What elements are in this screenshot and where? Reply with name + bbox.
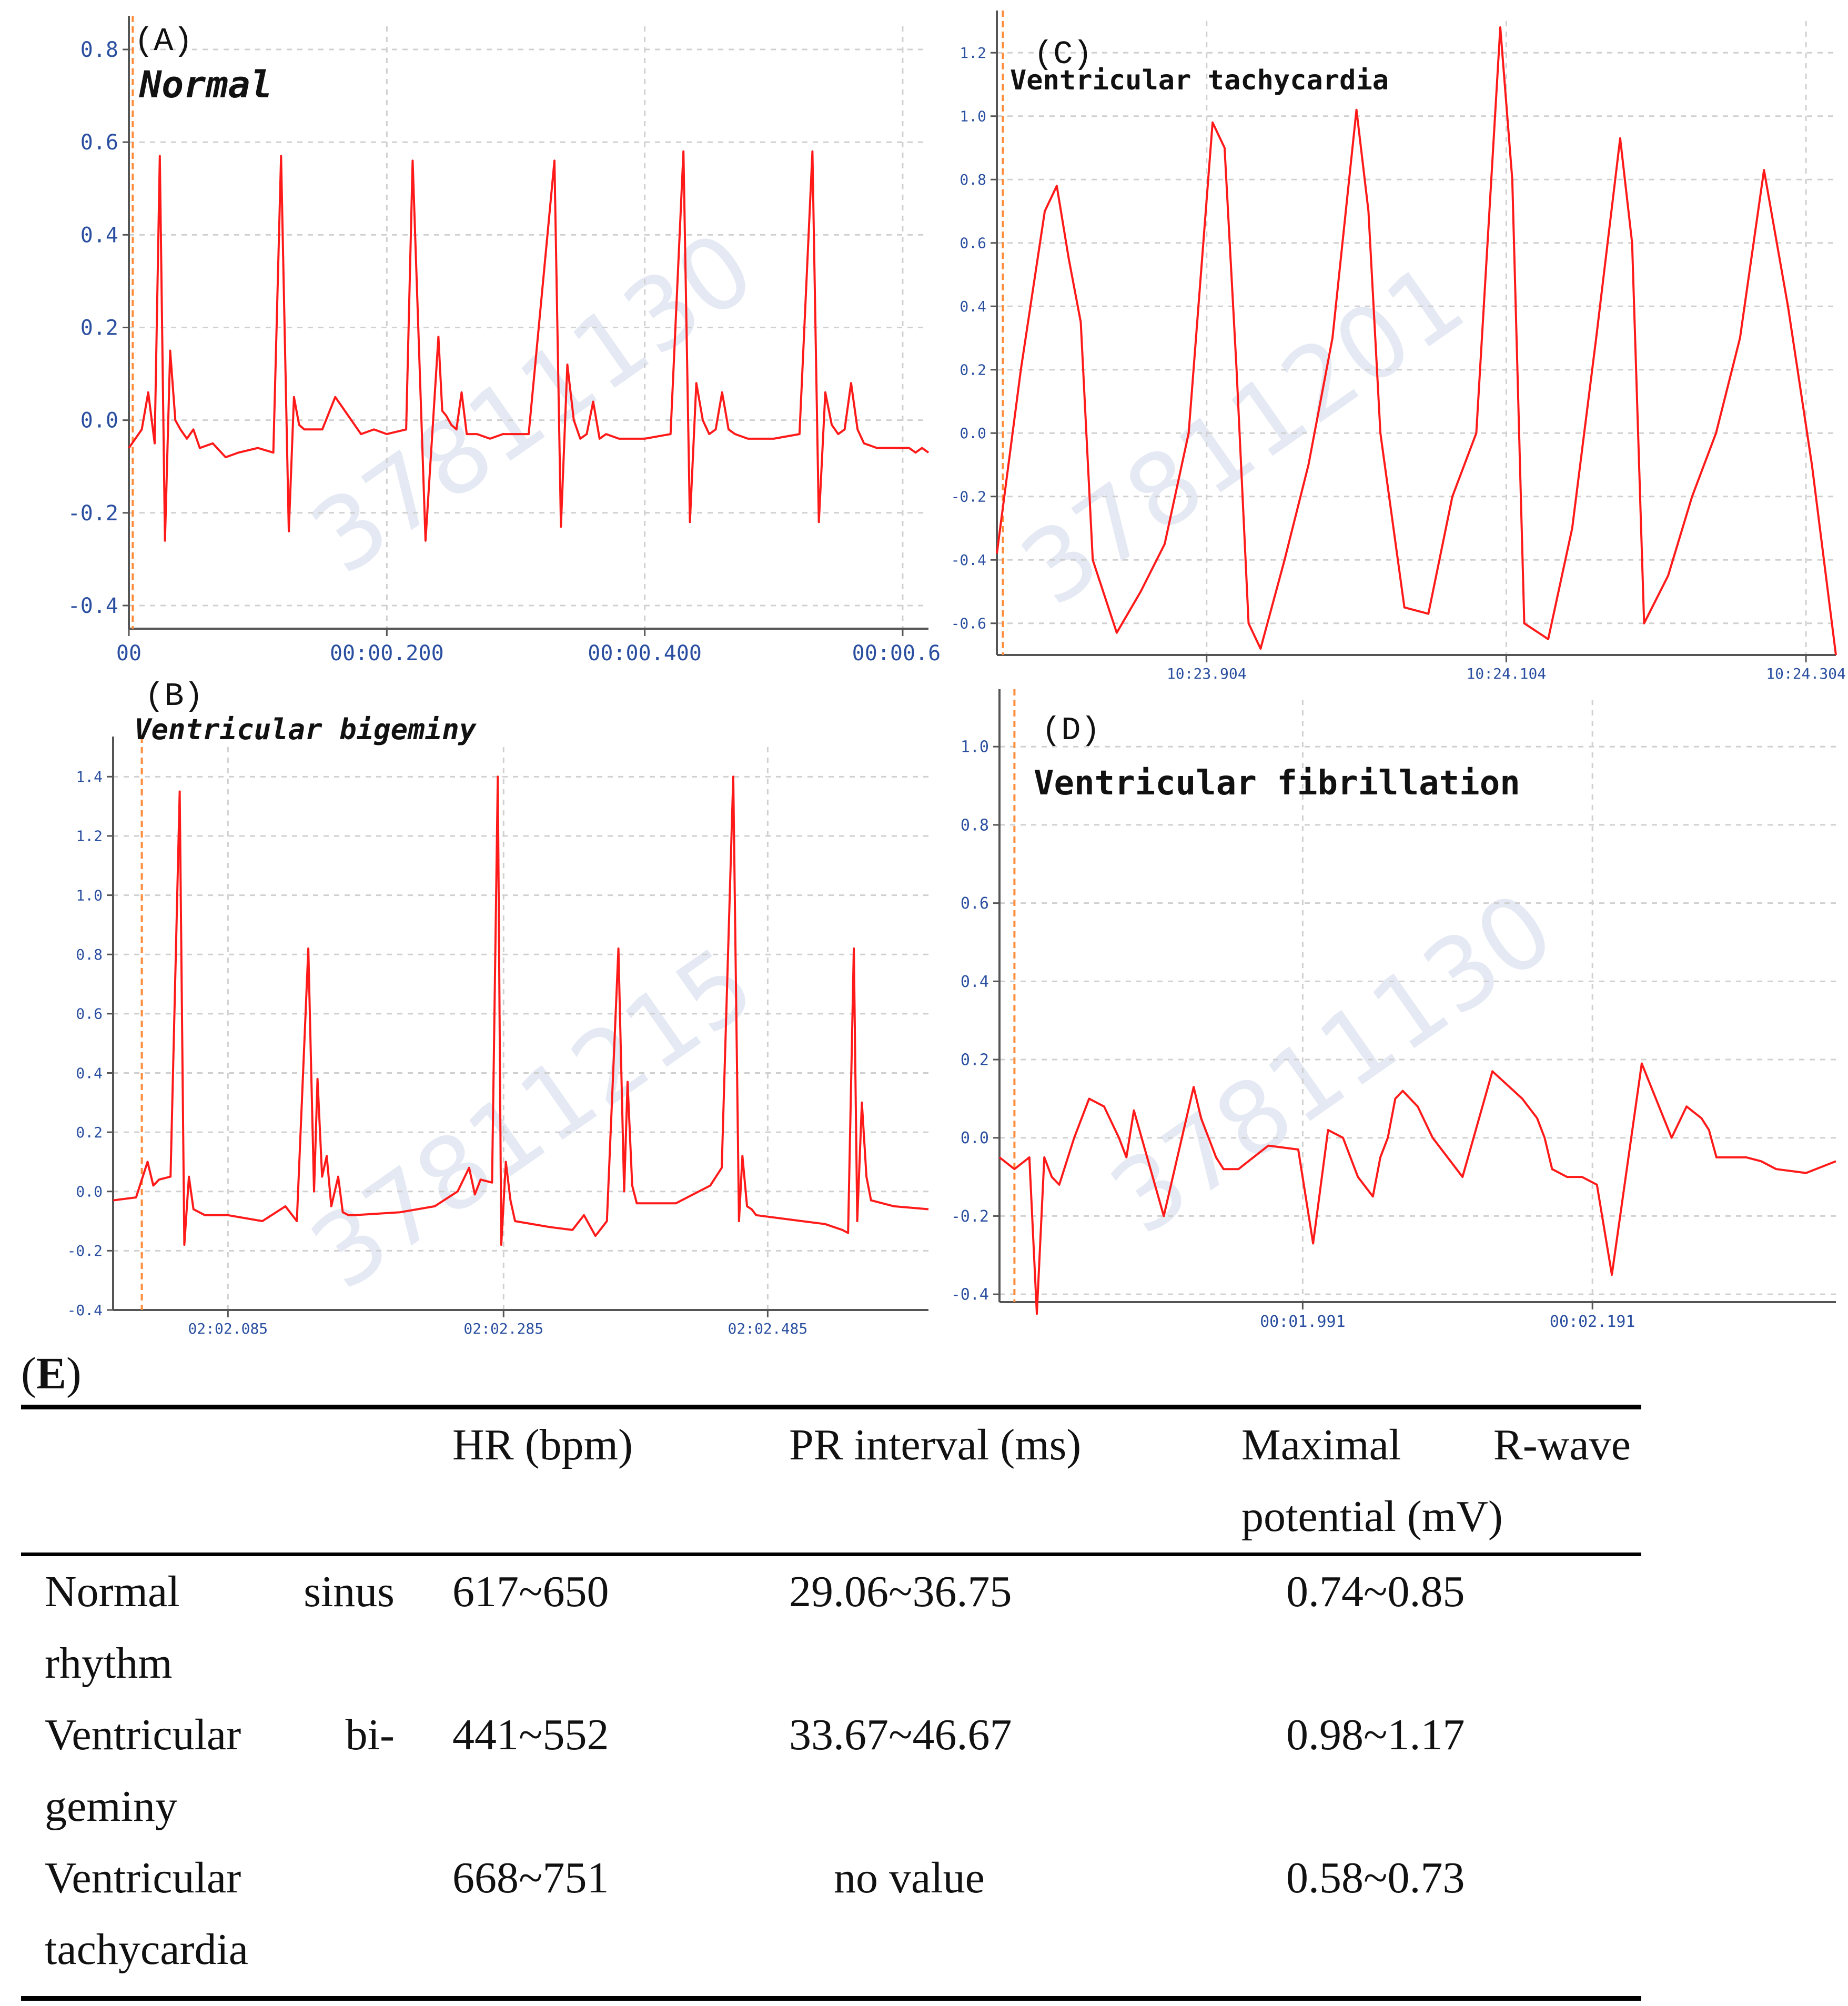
table-e-label-letter: E: [36, 1348, 67, 1398]
y-tick-label: 1.0: [960, 108, 986, 125]
y-tick-label: 0.0: [76, 1183, 103, 1201]
cell-r-wave: 0.58~0.73: [1286, 1853, 1465, 1902]
cell-r-wave: 0.74~0.85: [1286, 1567, 1465, 1616]
panel-title: Ventricular tachycardia: [1010, 65, 1389, 96]
ecg-trace-d: [998, 1062, 1836, 1315]
x-tick-label: 00:02.191: [1550, 1313, 1635, 1331]
chart-panel-c: 37811201 1.2 1.0 0.8 0.6 0.4 0.2 0.0 -0.2 -0.4 -0.…: [951, 11, 1846, 682]
header-cell-r-wave: Maximal R-wave potential (mV): [1241, 1420, 1631, 1541]
x-tick-label: 00:00.200: [330, 641, 444, 666]
row-label: Ventricular bi-geminy: [45, 1710, 395, 1831]
y-tick-label: 0.2: [80, 316, 118, 340]
row-label: Ventricular tachycardia: [45, 1853, 249, 1974]
panel-title: Normal: [139, 63, 272, 106]
table-row: Normal sinus rhythm 617~650 29.06~36.75 …: [21, 1556, 1641, 1699]
y-tick-label: 0.8: [961, 816, 989, 834]
y-tick-label: 0.4: [80, 223, 118, 247]
cell-r-wave: 0.98~1.17: [1286, 1710, 1465, 1759]
row-label: Normal sinus rhythm: [45, 1567, 395, 1688]
table-e: (E) HR (bpm) PR interval (ms) Maximal R-…: [21, 1347, 1641, 2001]
x-tick-label: 00: [116, 641, 142, 666]
panel-letter: (D): [1042, 712, 1100, 749]
y-tick-label: 1.2: [76, 828, 103, 845]
table-e-label: (E): [21, 1347, 1641, 1405]
y-tick-label: 0.6: [961, 894, 989, 913]
y-tick-label: 0.4: [76, 1064, 103, 1082]
cell-hr: 668~751: [452, 1853, 609, 1902]
table-header-row: HR (bpm) PR interval (ms) Maximal R-wave…: [21, 1409, 1641, 1553]
x-tick-label: 00:00.400: [588, 641, 702, 666]
y-tick-label: 0.4: [960, 298, 986, 315]
y-tick-label: -0.4: [951, 1286, 989, 1304]
panel-letter: (C): [1034, 36, 1093, 73]
y-tick-label: 0.0: [80, 409, 118, 433]
header-cell-pr: PR interval (ms): [789, 1420, 1082, 1469]
x-tick-label: 10:24.104: [1467, 665, 1547, 682]
y-tick-label: 0.6: [76, 1005, 103, 1023]
y-tick-label: -0.2: [68, 501, 118, 526]
y-tick-label: 0.0: [960, 425, 986, 442]
table-row: Ventricular bi-geminy 441~552 33.67~46.6…: [21, 1699, 1641, 1842]
y-tick-label: -0.2: [951, 488, 986, 506]
cell-pr: no value: [834, 1853, 985, 1902]
watermark-text: 37811130: [1090, 870, 1574, 1257]
panel-letter: (B): [145, 679, 204, 715]
metrics-table: HR (bpm) PR interval (ms) Maximal R-wave…: [21, 1409, 1641, 1553]
panel-d: 37811130 1.0 0.8 0.6 0.4 0.2 0.0 -0.2 -0.4 00:01.…: [942, 689, 1848, 1347]
y-tick-label: 0.0: [961, 1129, 989, 1147]
table-top-rule: [21, 1405, 1641, 1409]
cell-hr: 441~552: [452, 1710, 609, 1759]
y-tick-label: -0.6: [951, 615, 986, 632]
y-tick-label: 1.0: [76, 886, 103, 904]
y-tick-label: 0.8: [960, 171, 986, 188]
header-cell-empty: [21, 1409, 452, 1553]
y-tick-label: 1.2: [960, 44, 986, 62]
y-tick-label: -0.2: [951, 1207, 989, 1226]
y-tick-label: -0.4: [68, 594, 118, 618]
x-tick-label: 10:23.904: [1167, 665, 1247, 682]
y-tick-label: 1.0: [961, 738, 989, 757]
x-tick-label: 10:24.304: [1766, 665, 1846, 682]
y-tick-label: 0.2: [960, 361, 986, 379]
watermark-text: 37811215: [291, 925, 774, 1312]
cell-pr: 33.67~46.67: [789, 1710, 1012, 1759]
watermark-text: 37811201: [1001, 241, 1485, 628]
chart-panel-d: 37811130 1.0 0.8 0.6 0.4 0.2 0.0 -0.2 -0.4 00:01.…: [951, 689, 1836, 1331]
y-tick-label: 0.4: [961, 973, 989, 991]
x-tick-label: 02:02.485: [728, 1320, 808, 1337]
y-tick-label: 0.8: [76, 946, 103, 963]
y-tick-label: 0.2: [76, 1124, 103, 1141]
y-tick-label: 0.6: [80, 130, 118, 155]
y-tick-label: 0.2: [961, 1051, 989, 1070]
x-tick-label: 00:01.991: [1260, 1313, 1346, 1331]
chart-panel-b: 37811215 1.4 1.2 1.0 0.8 0.6 0.4 0.2 0.0 -0.2 -0.4…: [67, 679, 929, 1337]
cell-hr: 617~650: [452, 1567, 609, 1616]
x-tick-label: 00:00.60: [852, 641, 942, 666]
panel-letter: (A): [134, 23, 193, 60]
panel-a: 37811130 0.8 0.6 0.4 0.2 0.0 -0.2 -0.4 00 00:00.2…: [0, 0, 942, 689]
metrics-table-body: Normal sinus rhythm 617~650 29.06~36.75 …: [21, 1556, 1641, 1985]
y-tick-label: 1.4: [76, 768, 103, 785]
table-bottom-rule: [21, 1996, 1641, 2001]
panel-c: 37811201 1.2 1.0 0.8 0.6 0.4 0.2 0.0 -0.2 -0.4 -0.…: [942, 0, 1848, 689]
table-e-label-close: ): [66, 1348, 82, 1398]
y-tick-label: 0.8: [80, 38, 118, 62]
cell-pr: 29.06~36.75: [789, 1567, 1012, 1616]
y-tick-label: 0.6: [960, 235, 986, 252]
panel-title: Ventricular bigeminy: [134, 713, 477, 746]
x-tick-label: 02:02.085: [188, 1320, 268, 1337]
y-tick-label: -0.4: [951, 551, 986, 569]
x-tick-label: 02:02.285: [463, 1320, 543, 1337]
table-header-rule: [21, 1553, 1641, 1556]
panel-b: 37811215 1.4 1.2 1.0 0.8 0.6 0.4 0.2 0.0 -0.2 -0.4…: [0, 679, 942, 1347]
header-cell-hr: HR (bpm): [452, 1420, 633, 1469]
panel-title: Ventricular fibrillation: [1034, 764, 1520, 803]
y-tick-label: -0.2: [67, 1242, 103, 1259]
table-row: Ventricular tachycardia 668~751 no value…: [21, 1842, 1641, 1985]
y-tick-label: -0.4: [67, 1302, 103, 1319]
table-e-label-open: (: [21, 1348, 36, 1398]
